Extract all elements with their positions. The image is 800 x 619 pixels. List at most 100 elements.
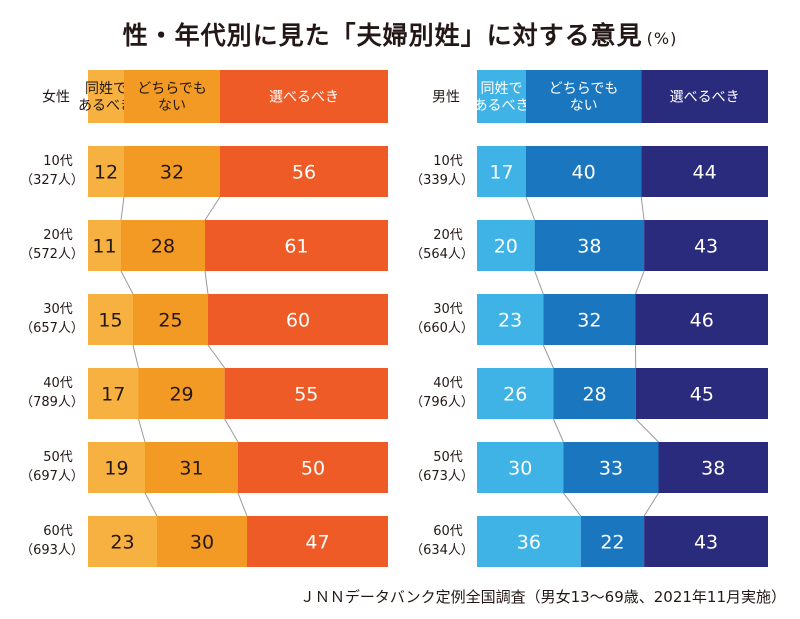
bar-value-label-male-2: 22: [600, 532, 624, 554]
connector-line-male: [634, 270, 645, 295]
legend-label-male-2: ない: [570, 98, 598, 114]
bar-value-label-female-2: 28: [151, 236, 175, 258]
legend-band-female-1: [88, 70, 124, 123]
row-count-label-female: （789人）: [20, 395, 84, 410]
bar-value-label-female-2: 31: [179, 458, 203, 480]
row-count-label-male: （634人）: [410, 543, 474, 558]
row-age-label-male: 30代: [433, 302, 463, 317]
legend-band-male-2: [525, 70, 642, 123]
connector-line-male: [542, 344, 554, 369]
bar-value-label-female-2: 29: [169, 384, 193, 406]
row-count-label-male: （339人）: [410, 173, 474, 188]
bar-value-label-female-3: 47: [305, 532, 329, 554]
bar-segment-female-3: [238, 442, 388, 493]
bar-segment-male-3: [658, 442, 768, 493]
bar-value-label-female-1: 17: [101, 384, 125, 406]
connector-line-male: [534, 270, 544, 295]
bar-value-label-female-3: 50: [301, 458, 325, 480]
row-count-label-male: （673人）: [410, 469, 474, 484]
bar-value-label-female-1: 19: [104, 458, 128, 480]
bar-segment-male-1: [477, 516, 581, 567]
legend-band-male-1: [477, 70, 526, 123]
bar-value-label-male-2: 38: [577, 236, 601, 258]
group-label-female: 女性: [42, 89, 70, 106]
bar-value-label-female-1: 23: [110, 532, 134, 554]
row-count-label-female: （697人）: [20, 469, 84, 484]
bar-segment-female-3: [205, 220, 388, 271]
bar-segment-male-1: [477, 146, 526, 197]
row-age-label-female: 60代: [43, 524, 73, 539]
bar-segment-male-1: [477, 442, 564, 493]
legend-band-female-2: [124, 70, 220, 123]
bar-value-label-male-2: 33: [599, 458, 623, 480]
legend-label-female-1: あるべき: [78, 98, 134, 114]
row-age-label-male: 60代: [433, 524, 463, 539]
connector-line-female: [120, 196, 125, 221]
bar-value-label-male-1: 20: [494, 236, 518, 258]
bar-segment-male-2: [543, 294, 636, 345]
bar-segment-male-2: [563, 442, 659, 493]
row-age-label-female: 50代: [43, 450, 73, 465]
connector-line-male: [563, 492, 582, 517]
bar-segment-male-3: [644, 516, 768, 567]
connector-line-female: [132, 344, 139, 369]
bar-segment-female-2: [138, 368, 225, 419]
chart-unit: (%): [646, 29, 678, 48]
row-count-label-female: （657人）: [20, 321, 84, 336]
bar-segment-male-1: [477, 368, 554, 419]
connector-line-female: [138, 418, 146, 443]
connector-line-female: [120, 270, 134, 295]
bar-segment-female-2: [133, 294, 208, 345]
connector-line-female: [204, 270, 209, 295]
connector-line-female: [207, 344, 226, 369]
row-count-label-male: （660人）: [410, 321, 474, 336]
connector-line-male: [643, 492, 659, 517]
connector-line-male: [525, 196, 536, 221]
row-age-label-male: 40代: [433, 376, 463, 391]
bar-segment-male-2: [580, 516, 645, 567]
bar-segment-male-3: [635, 368, 768, 419]
bar-segment-female-3: [247, 516, 388, 567]
bar-segment-male-2: [553, 368, 636, 419]
legend-label-male-3: 選べるべき: [670, 90, 740, 106]
chart-title: 性・年代別に見た「夫婦別姓」に対する意見 (%): [0, 16, 800, 52]
bar-value-label-male-1: 17: [489, 162, 513, 184]
bar-segment-female-2: [145, 442, 238, 493]
bar-value-label-male-1: 30: [508, 458, 532, 480]
bar-value-label-male-1: 36: [517, 532, 541, 554]
connector-line-female: [144, 492, 158, 517]
bar-value-label-female-3: 56: [292, 162, 316, 184]
bar-value-label-male-3: 43: [694, 236, 718, 258]
row-count-label-female: （572人）: [20, 247, 84, 262]
bar-value-label-male-1: 26: [503, 384, 527, 406]
group-label-male: 男性: [432, 90, 460, 106]
bar-segment-male-1: [477, 294, 544, 345]
bar-segment-female-1: [88, 442, 145, 493]
row-age-label-male: 50代: [433, 450, 463, 465]
bar-segment-male-2: [534, 220, 645, 271]
bar-segment-female-3: [220, 146, 388, 197]
chart-source-note: ＪＮＮデータバンク定例全国調査（男女13〜69歳、2021年11月実施）: [299, 588, 786, 606]
bar-value-label-female-2: 25: [158, 310, 182, 332]
bar-segment-female-1: [88, 146, 124, 197]
bar-segment-female-3: [208, 294, 388, 345]
bar-value-label-male-2: 28: [582, 384, 606, 406]
legend-band-female-3: [220, 70, 388, 123]
bar-value-label-male-3: 43: [694, 532, 718, 554]
row-age-label-female: 10代: [43, 154, 73, 169]
legend-label-female-3: 選べるべき: [269, 90, 339, 106]
bar-value-label-male-3: 46: [690, 310, 714, 332]
bar-value-label-male-2: 32: [577, 310, 601, 332]
connector-line-male: [640, 196, 645, 221]
bar-value-label-male-3: 44: [693, 162, 717, 184]
row-count-label-female: （327人）: [20, 173, 84, 188]
legend-label-female-2: どちらでも: [137, 81, 207, 97]
bar-segment-female-2: [124, 146, 220, 197]
bar-value-label-male-2: 40: [572, 162, 596, 184]
bar-segment-female-1: [88, 516, 157, 567]
bar-segment-female-1: [88, 368, 139, 419]
connector-line-female: [224, 418, 239, 443]
connector-line-male: [635, 418, 659, 443]
row-age-label-male: 10代: [433, 154, 463, 169]
bar-value-label-female-1: 11: [92, 236, 116, 258]
